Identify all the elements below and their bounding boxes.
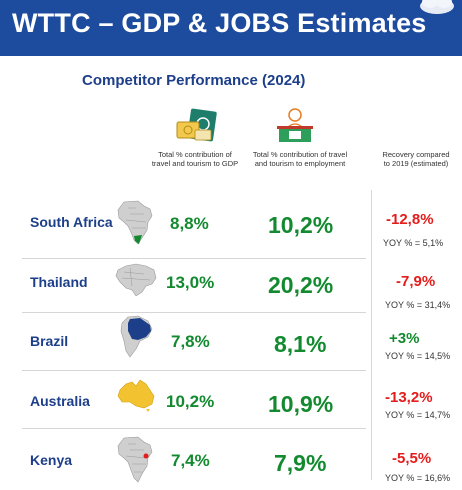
thailand-map-icon [115, 263, 157, 297]
row-divider [22, 312, 366, 313]
yoy-value: YOY % = 14,7% [385, 410, 451, 420]
yoy-value: YOY % = 31,4% [385, 300, 451, 310]
cloud-icon [420, 0, 454, 14]
recovery-value: +3% [389, 330, 420, 347]
recovery-column-label: Recovery compared to 2019 (estimated) [375, 150, 457, 168]
gdp-value: 7,4% [171, 451, 210, 470]
brazil-map-icon [120, 315, 153, 358]
country-name: Brazil [30, 333, 69, 349]
passport-money-icon [176, 108, 217, 142]
page-title: WTTC – GDP & JOBS Estimates [12, 8, 427, 38]
country-name: South Africa [30, 214, 113, 230]
recovery-value: -7,9% [396, 273, 436, 290]
recovery-value: -12,8% [386, 211, 434, 228]
recovery-value: -13,2% [385, 389, 433, 406]
country-name: Thailand [30, 274, 88, 290]
gdp-value: 8,8% [170, 214, 209, 233]
employment-label-line-2: and tourism to employment [254, 159, 346, 168]
recovery-label-line-1: Recovery compared [382, 150, 450, 159]
yoy-value: YOY % = 5,1% [383, 238, 444, 248]
yoy-value: YOY % = 16,6% [385, 473, 451, 483]
employment-column-label: Total % contribution of travel and touri… [240, 150, 360, 168]
gdp-value: 7,8% [171, 332, 210, 351]
yoy-value: YOY % = 14,5% [385, 351, 451, 361]
employment-label-line-1: Total % contribution of travel [252, 150, 348, 159]
gdp-label-line-1: Total % contribution of [158, 150, 232, 159]
gdp-value: 10,2% [166, 392, 215, 411]
gdp-column-label: Total % contribution of travel and touri… [140, 150, 250, 168]
australia-map-icon [117, 379, 155, 412]
recovery-label-line-2: to 2019 (estimated) [383, 159, 449, 168]
section-subtitle: Competitor Performance (2024) [82, 72, 306, 89]
row-divider [22, 258, 366, 259]
recovery-value: -5,5% [392, 450, 432, 467]
employment-value: 10,2% [268, 212, 334, 238]
country-name: Kenya [30, 452, 73, 468]
employment-value: 10,9% [268, 391, 334, 417]
country-name: Australia [30, 393, 90, 409]
column-divider [371, 190, 372, 480]
employment-value: 7,9% [274, 450, 327, 476]
gdp-label-line-2: travel and tourism to GDP [151, 159, 239, 168]
employment-value: 20,2% [268, 272, 334, 298]
kenya-map-icon [117, 436, 153, 483]
south-africa-map-icon [117, 200, 153, 245]
employment-value: 8,1% [274, 331, 327, 357]
row-divider [22, 370, 366, 371]
row-divider [22, 428, 366, 429]
header-banner: WTTC – GDP & JOBS Estimates [0, 0, 462, 56]
gdp-value: 13,0% [166, 273, 215, 292]
employee-desk-icon [277, 108, 313, 142]
